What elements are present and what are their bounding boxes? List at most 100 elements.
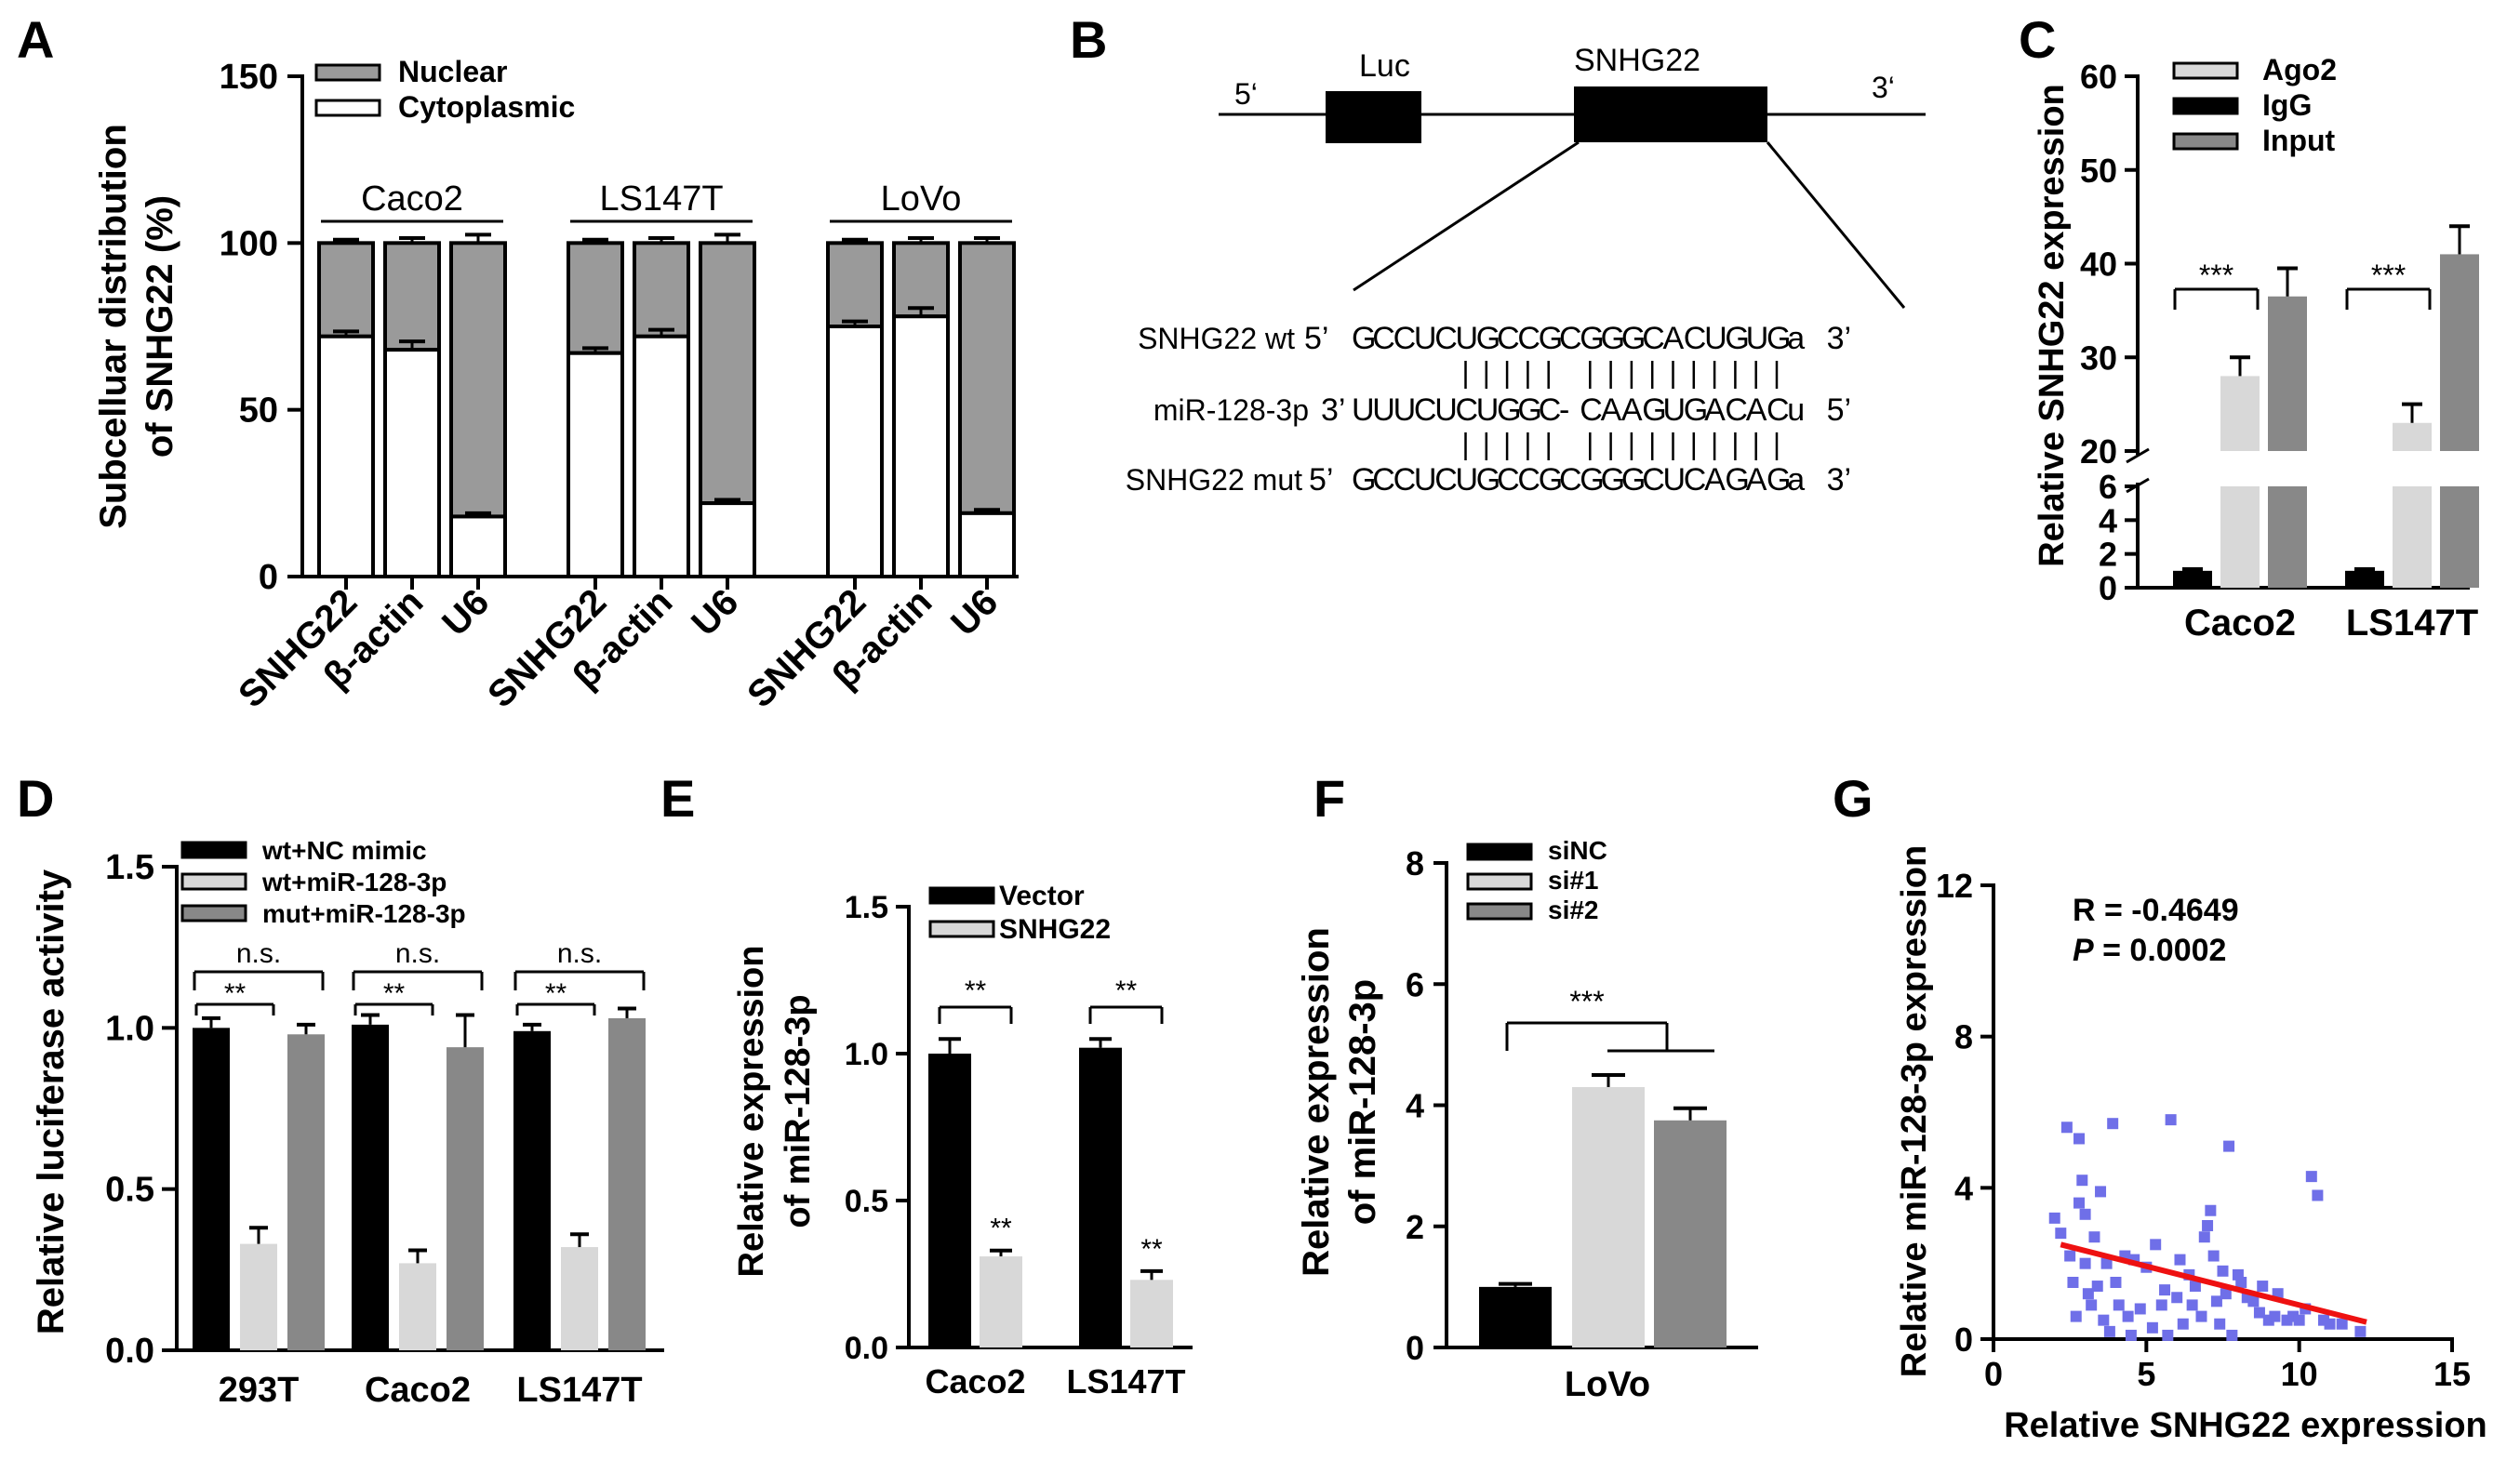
scatter-point — [2354, 1325, 2367, 1337]
x-tick-label: 5 — [2137, 1355, 2155, 1393]
legend-swatch — [928, 886, 995, 905]
significance-label: ** — [224, 978, 247, 1009]
bar — [2173, 570, 2212, 588]
bar-cytoplasmic — [633, 334, 690, 578]
scatter-point — [2073, 1133, 2086, 1145]
bar-segment-lower — [2268, 486, 2307, 588]
x-tick-label: 15 — [2433, 1355, 2471, 1393]
nucleotide: A — [1746, 392, 1767, 428]
bar-nuclear — [699, 241, 756, 506]
nucleotide: C — [1684, 462, 1707, 498]
error-bar — [2449, 224, 2470, 255]
error-bar — [1089, 1037, 1112, 1048]
scatter-point — [2165, 1114, 2177, 1126]
panel-label-a: A — [17, 10, 54, 69]
scatter-point — [2159, 1284, 2171, 1296]
scatter-point — [2098, 1314, 2110, 1326]
bar-cytoplasmic — [567, 351, 624, 578]
y-tick-label: 1.5 — [105, 848, 154, 887]
bar-cytoplasmic — [892, 314, 950, 578]
x-tick-label: LS147T — [1066, 1362, 1185, 1400]
legend-label: IgG — [2262, 88, 2312, 122]
legend-swatch-cytoplasmic — [314, 99, 381, 117]
error-bar — [990, 1248, 1012, 1257]
x-tick-label: LS147T — [516, 1371, 642, 1410]
error-bar-nuclear — [399, 235, 425, 244]
nucleotide: C — [1517, 321, 1540, 356]
axis-break-mark — [2126, 447, 2150, 464]
error-bar — [2182, 567, 2203, 572]
error-bar-nuclear — [582, 237, 608, 244]
y-axis-title: Relative SNHG22 expression — [2033, 84, 2072, 567]
error-bar — [2277, 266, 2298, 297]
error-bar-nuclear — [842, 237, 868, 244]
nucleotide: C — [1559, 321, 1582, 356]
scatter-point — [2305, 1171, 2317, 1183]
y-tick-label: 6 — [2099, 468, 2117, 506]
nucleotide: u — [1787, 392, 1805, 428]
nucleotide: A — [1746, 462, 1767, 498]
bar — [1654, 1120, 1727, 1347]
nucleotide: A — [1663, 321, 1685, 356]
error-bar-cytoplasmic — [648, 327, 674, 337]
scatter-point — [2235, 1277, 2247, 1288]
nucleotide: C — [1456, 392, 1479, 428]
y-tick-label: 50 — [239, 392, 278, 431]
error-bar — [202, 1015, 220, 1029]
error-bar-nuclear — [908, 235, 934, 244]
significance-label: ** — [545, 978, 567, 1009]
scatter-point — [2076, 1175, 2088, 1187]
significance-label: *** — [1569, 985, 1604, 1018]
bar-segment-lower — [2440, 486, 2479, 588]
y-tick-label: 1.0 — [845, 1037, 888, 1072]
bar-cytoplasmic — [449, 514, 507, 578]
bar-segment-lower — [2393, 486, 2432, 588]
nucleotide: G — [1476, 321, 1500, 356]
error-bar-cytoplasmic — [974, 508, 1000, 513]
error-bar — [618, 1006, 636, 1018]
legend-swatch — [1466, 902, 1533, 921]
bar-nuclear — [567, 241, 624, 355]
x-tick-label: 10 — [2281, 1355, 2318, 1393]
scatter-point — [2146, 1321, 2158, 1334]
nucleotide: C — [1497, 462, 1520, 498]
nucleotide: G — [1725, 462, 1749, 498]
group-label: LoVo — [881, 179, 962, 219]
sequence-left-end: 5’ — [1309, 462, 1333, 498]
y-tick-label: 0 — [1954, 1321, 1973, 1359]
bar-cytoplasmic — [958, 511, 1016, 578]
stat-p-label: P = 0.0002 — [2073, 933, 2226, 968]
nucleotide: G — [1767, 321, 1791, 356]
nucleotide: C — [1393, 462, 1417, 498]
bar — [1079, 1047, 1122, 1347]
sequence-right-end: 3’ — [1827, 462, 1851, 498]
nucleotide: C — [1434, 462, 1458, 498]
legend-label: wt+miR-128-3p — [261, 868, 447, 896]
legend-label: si#1 — [1548, 866, 1599, 895]
error-bar-nuclear — [974, 235, 1000, 244]
y-tick-label: 100 — [220, 224, 278, 263]
error-bar-cytoplasmic — [842, 319, 868, 326]
y-tick-label: 6 — [1406, 965, 1424, 1003]
scatter-point — [2257, 1281, 2269, 1293]
bar — [2345, 570, 2384, 588]
error-bar — [456, 1013, 474, 1048]
y-axis-title-line2: of miR-128-3p — [1342, 979, 1383, 1226]
x-tick-label: Caco2 — [365, 1371, 471, 1410]
legend-label: mut+miR-128-3p — [262, 899, 466, 928]
nucleotide: U — [1434, 392, 1458, 428]
scatter-point — [2155, 1299, 2167, 1311]
legend-label: wt+NC mimic — [261, 836, 427, 865]
nucleotide: U — [1414, 462, 1437, 498]
bar — [2220, 376, 2260, 451]
y-axis-title: Relative miR-128-3p expression — [1895, 845, 1934, 1377]
group-label: Caco2 — [361, 179, 463, 219]
nucleotide: C — [1414, 392, 1437, 428]
y-tick-label: 40 — [2080, 246, 2117, 284]
error-bar — [297, 1022, 315, 1035]
zoom-line-left — [1353, 140, 1580, 292]
legend-swatch — [180, 872, 247, 891]
scatter-point — [2207, 1250, 2220, 1262]
